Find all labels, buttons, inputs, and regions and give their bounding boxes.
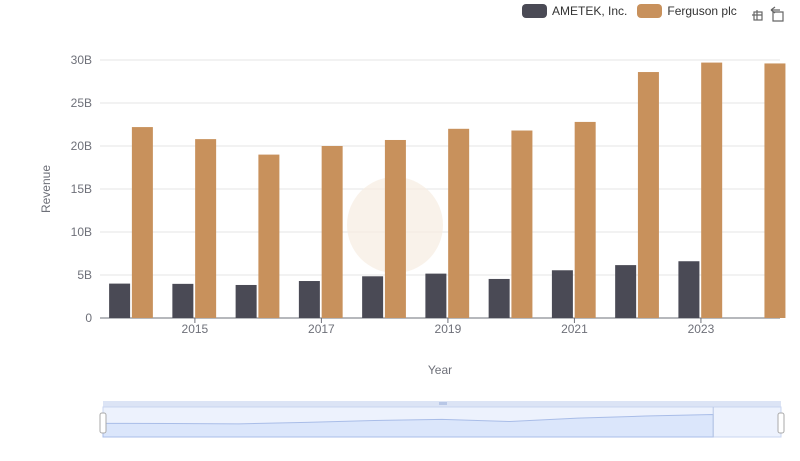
restore-icon[interactable] [768, 6, 786, 24]
bar-ferguson-2023[interactable] [701, 62, 723, 318]
legend-label-ferguson: Ferguson plc [667, 4, 737, 18]
bar-ametek-2019[interactable] [425, 273, 447, 318]
bar-ametek-2014[interactable] [109, 283, 131, 318]
x-tick-label: 2017 [308, 322, 335, 336]
bar-ametek-2018[interactable] [362, 276, 384, 318]
legend-swatch-ferguson [637, 4, 663, 18]
toolbox [746, 6, 786, 24]
bar-ferguson-2014[interactable] [131, 127, 153, 318]
bar-ferguson-2015[interactable] [195, 139, 217, 318]
y-axis-ticks: 0 5B 10B 15B 20B 25B 30B [71, 53, 93, 325]
bar-ametek-2023[interactable] [678, 261, 700, 318]
y-tick-label: 15B [71, 182, 92, 196]
bar-ferguson-2021[interactable] [574, 121, 596, 318]
bar-ametek-2017[interactable] [298, 281, 320, 318]
bar-ferguson-2016[interactable] [258, 154, 280, 318]
bars [109, 62, 786, 318]
zoom-icon[interactable] [748, 6, 766, 24]
legend-item-ferguson[interactable]: Ferguson plc [637, 4, 737, 18]
bar-ferguson-2019[interactable] [448, 128, 470, 318]
x-axis-ticks: 2015 2017 2019 2021 2023 [182, 318, 715, 336]
y-tick-label: 10B [71, 225, 92, 239]
bar-ferguson-2024[interactable] [764, 63, 786, 318]
legend: AMETEK, Inc. Ferguson plc [522, 4, 747, 18]
bar-ferguson-2018[interactable] [384, 139, 406, 318]
y-tick-label: 5B [77, 268, 92, 282]
x-tick-label: 2019 [435, 322, 462, 336]
y-tick-label: 20B [71, 139, 92, 153]
bar-ametek-2015[interactable] [172, 283, 194, 318]
x-tick-label: 2021 [561, 322, 588, 336]
bar-ametek-2016[interactable] [235, 284, 257, 318]
x-tick-label: 2023 [688, 322, 715, 336]
y-tick-label: 0 [85, 311, 92, 325]
y-axis-label: Revenue [39, 165, 53, 213]
bar-ametek-2020[interactable] [488, 278, 510, 318]
legend-label-ametek: AMETEK, Inc. [552, 4, 628, 18]
bar-ferguson-2020[interactable] [511, 130, 533, 318]
datazoom-slider[interactable] [99, 401, 785, 438]
legend-item-ametek[interactable]: AMETEK, Inc. [522, 4, 627, 18]
bar-ferguson-2017[interactable] [321, 146, 343, 318]
legend-swatch-ametek [522, 4, 547, 18]
datazoom-handle-right[interactable] [777, 412, 785, 434]
bar-ametek-2022[interactable] [615, 265, 637, 318]
bar-ametek-2021[interactable] [551, 270, 573, 318]
x-axis-label: Year [428, 363, 452, 377]
y-tick-label: 25B [71, 96, 92, 110]
datazoom-handle-left[interactable] [99, 412, 107, 434]
bar-ferguson-2022[interactable] [637, 72, 659, 318]
datazoom-grip-icon[interactable] [439, 402, 447, 405]
x-tick-label: 2015 [182, 322, 209, 336]
y-tick-label: 30B [71, 53, 92, 67]
